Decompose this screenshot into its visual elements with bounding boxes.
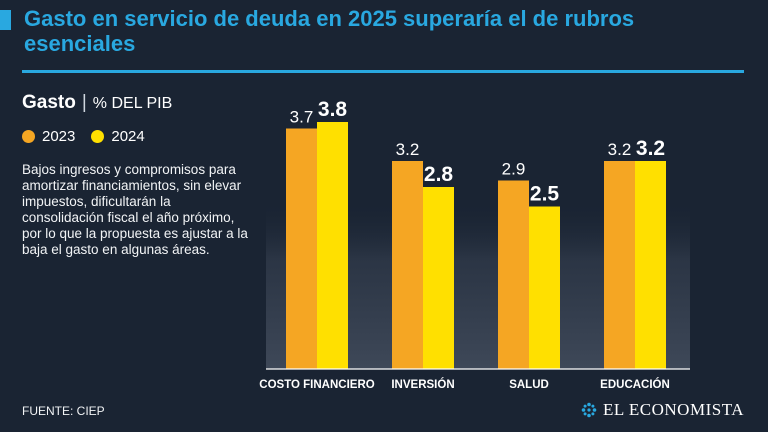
data-label-2023-3: 3.2	[608, 140, 632, 159]
data-label-2024-0: 3.8	[318, 98, 348, 121]
data-label-2024-2: 2.5	[530, 183, 560, 206]
data-label-2024-1: 2.8	[424, 163, 454, 186]
bar-2024-2	[529, 206, 560, 369]
category-label-2: SALUD	[509, 379, 549, 391]
page-title: Gasto en servicio de deuda en 2025 super…	[24, 6, 635, 56]
bar-2024-1	[423, 187, 454, 369]
bar-2023-2	[498, 180, 529, 369]
brand-name: EL ECONOMISTA	[603, 400, 744, 419]
bar-2024-3	[635, 161, 666, 369]
data-label-2023-0: 3.7	[290, 108, 314, 127]
data-label-2024-3: 3.2	[636, 137, 665, 160]
category-label-1: INVERSIÓN	[391, 378, 454, 391]
bar-2024-0	[317, 122, 348, 369]
legend-swatch-2023	[22, 130, 35, 143]
chart-subtitle: Gasto | % DEL PIB	[22, 92, 172, 114]
data-label-2023-2: 2.9	[502, 160, 526, 179]
category-label-3: EDUCACIÓN	[600, 378, 670, 391]
subtitle-separator: |	[81, 92, 87, 113]
bar-2023-1	[392, 161, 423, 369]
el-economista-logo-icon	[581, 402, 597, 418]
title-accent-bar	[0, 10, 11, 30]
bar-2023-3	[604, 161, 635, 369]
legend-item-2023: 2023	[22, 128, 75, 145]
data-label-2023-1: 3.2	[396, 140, 420, 159]
subtitle-units: % DEL PIB	[92, 95, 173, 112]
legend-label-2024: 2024	[111, 128, 145, 145]
legend-swatch-2024	[91, 130, 105, 143]
legend-label-2023: 2023	[42, 128, 76, 145]
source-note: FUENTE: CIEP	[22, 404, 105, 418]
bar-2023-0	[286, 128, 317, 369]
category-label-0: COSTO FINANCIERO	[259, 379, 374, 391]
legend-item-2024: 2024	[91, 128, 145, 145]
title-divider	[22, 70, 744, 73]
subtitle-label: Gasto	[22, 92, 76, 113]
chart-legend: 2023 2024	[22, 128, 161, 145]
description-text: Bajos ingresos y compromisos para amorti…	[22, 162, 248, 257]
brand-logo: EL ECONOMISTA	[581, 400, 744, 420]
